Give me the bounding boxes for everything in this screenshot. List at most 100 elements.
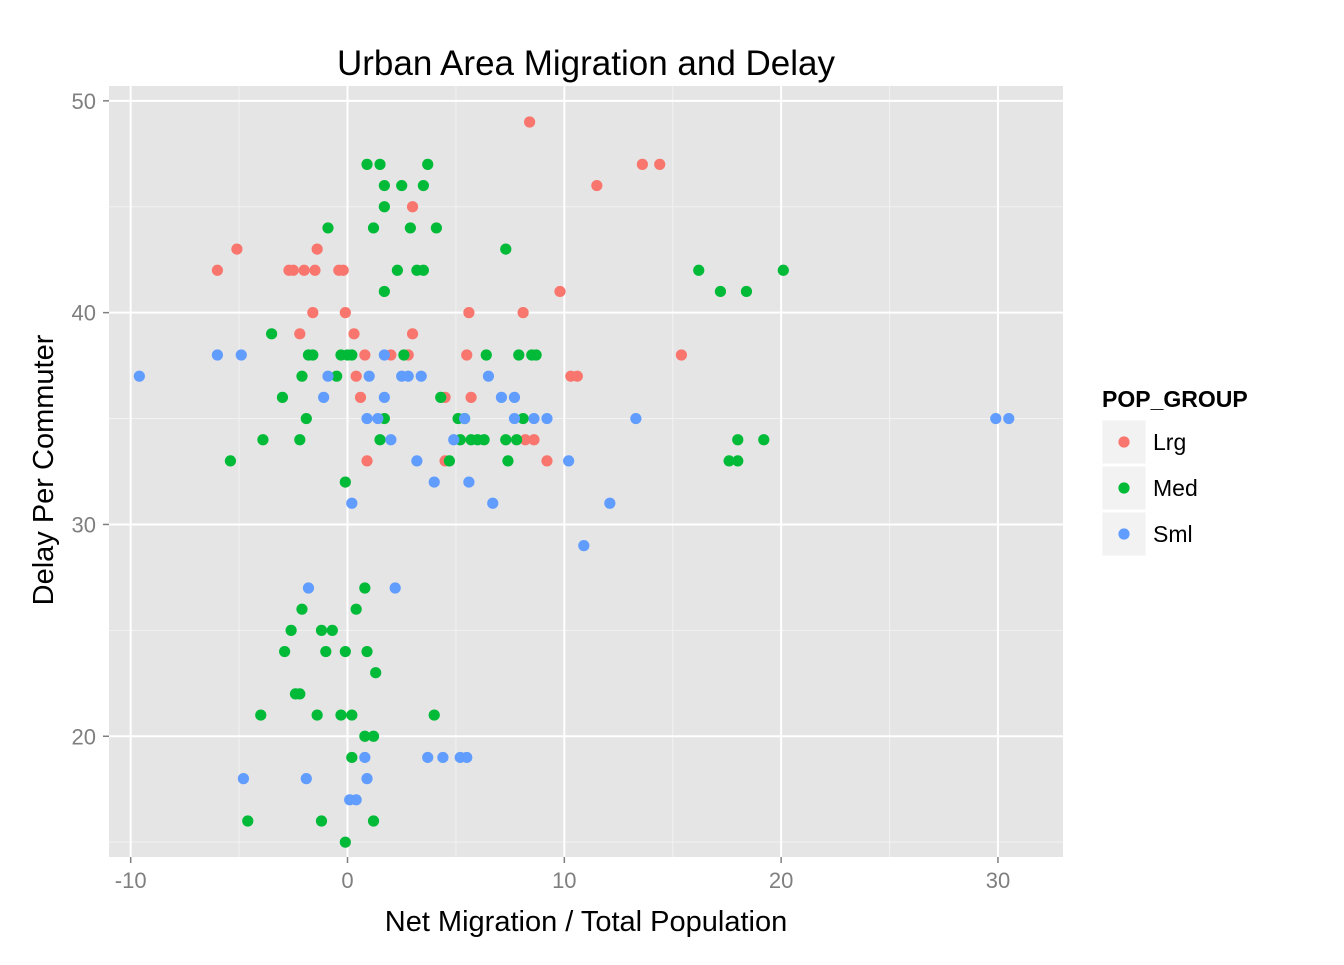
data-point xyxy=(339,836,351,848)
data-point xyxy=(758,434,770,446)
data-point xyxy=(350,603,362,615)
data-point xyxy=(350,794,362,806)
data-point xyxy=(463,307,475,319)
plot-panel xyxy=(109,86,1063,857)
data-point xyxy=(359,751,371,764)
data-point xyxy=(1003,412,1015,425)
data-point xyxy=(508,391,521,403)
data-point xyxy=(396,179,408,192)
data-point xyxy=(378,285,390,298)
data-point xyxy=(604,497,616,509)
legend-key xyxy=(1101,511,1147,557)
data-point xyxy=(231,243,243,255)
legend: POP_GROUP Lrg Med Sml xyxy=(1101,386,1248,557)
data-point xyxy=(411,455,423,467)
data-point xyxy=(374,158,386,170)
data-point xyxy=(361,773,373,785)
axes: -10 0 10 20 30 20 30 40 50 xyxy=(72,89,1011,893)
legend-swatch xyxy=(1118,482,1130,494)
data-point xyxy=(693,264,705,276)
data-point xyxy=(487,497,499,509)
data-point xyxy=(404,222,416,234)
data-point xyxy=(422,751,434,764)
legend-label: Med xyxy=(1153,475,1198,501)
data-point xyxy=(740,285,753,298)
data-point xyxy=(524,116,536,128)
data-point xyxy=(406,328,419,340)
data-point xyxy=(322,370,334,382)
data-point xyxy=(318,391,330,403)
series-sml xyxy=(133,349,1015,806)
data-point xyxy=(378,391,390,403)
data-point xyxy=(361,158,373,170)
data-point xyxy=(502,455,514,467)
data-point xyxy=(571,370,583,382)
y-axis-label: Delay Per Commuter xyxy=(28,334,60,605)
data-point xyxy=(346,751,358,764)
legend-item-med: Med xyxy=(1101,465,1198,511)
data-point xyxy=(519,434,531,446)
data-point xyxy=(287,264,299,276)
data-point xyxy=(300,412,312,425)
x-axis-label: Net Migration / Total Population xyxy=(385,906,787,938)
data-point xyxy=(346,709,358,721)
data-point xyxy=(458,412,471,425)
data-point xyxy=(298,264,310,276)
data-point xyxy=(322,222,334,234)
data-point xyxy=(346,497,358,509)
data-point xyxy=(554,285,566,298)
data-point xyxy=(294,328,306,340)
data-point xyxy=(370,667,382,679)
data-point xyxy=(430,222,442,234)
data-point xyxy=(378,201,390,213)
data-point xyxy=(478,434,490,446)
data-point xyxy=(354,391,367,403)
series-lrg xyxy=(211,116,688,467)
data-point xyxy=(511,434,523,446)
data-point xyxy=(374,434,386,446)
legend-swatch xyxy=(1118,528,1130,540)
data-point xyxy=(591,179,603,192)
data-point xyxy=(326,624,338,636)
data-point xyxy=(307,349,319,361)
data-point xyxy=(435,391,447,403)
data-point xyxy=(990,412,1002,425)
x-tick-label: -10 xyxy=(115,868,147,893)
data-point xyxy=(337,264,349,276)
data-point xyxy=(307,307,319,319)
data-point xyxy=(528,434,540,446)
x-tick-label: 10 xyxy=(552,868,576,893)
data-point xyxy=(311,243,323,255)
chart-title: Urban Area Migration and Delay xyxy=(337,44,836,83)
data-point xyxy=(361,412,373,425)
data-point xyxy=(578,540,590,552)
legend-label: Lrg xyxy=(1153,429,1186,455)
legend-label: Sml xyxy=(1153,521,1193,547)
data-point xyxy=(367,730,380,742)
data-point xyxy=(385,434,397,446)
data-point xyxy=(391,264,403,276)
data-point xyxy=(563,455,575,467)
legend-items: Lrg Med Sml xyxy=(1101,419,1198,557)
data-point xyxy=(309,264,321,276)
data-point xyxy=(320,645,332,658)
data-point xyxy=(335,709,347,721)
data-point xyxy=(402,370,414,382)
data-point xyxy=(500,243,512,255)
data-point xyxy=(296,603,308,615)
data-point xyxy=(517,412,529,425)
data-point xyxy=(465,391,477,403)
data-point xyxy=(276,391,289,403)
data-point xyxy=(302,582,315,594)
data-point xyxy=(237,773,250,785)
data-point xyxy=(211,349,224,361)
data-point xyxy=(359,582,371,594)
data-point xyxy=(255,709,267,721)
data-point xyxy=(398,349,410,361)
data-point xyxy=(636,158,648,170)
data-point xyxy=(367,222,380,234)
data-points xyxy=(133,116,1015,848)
data-point xyxy=(363,370,375,382)
data-point xyxy=(461,751,473,764)
x-tick-label: 0 xyxy=(341,868,353,893)
